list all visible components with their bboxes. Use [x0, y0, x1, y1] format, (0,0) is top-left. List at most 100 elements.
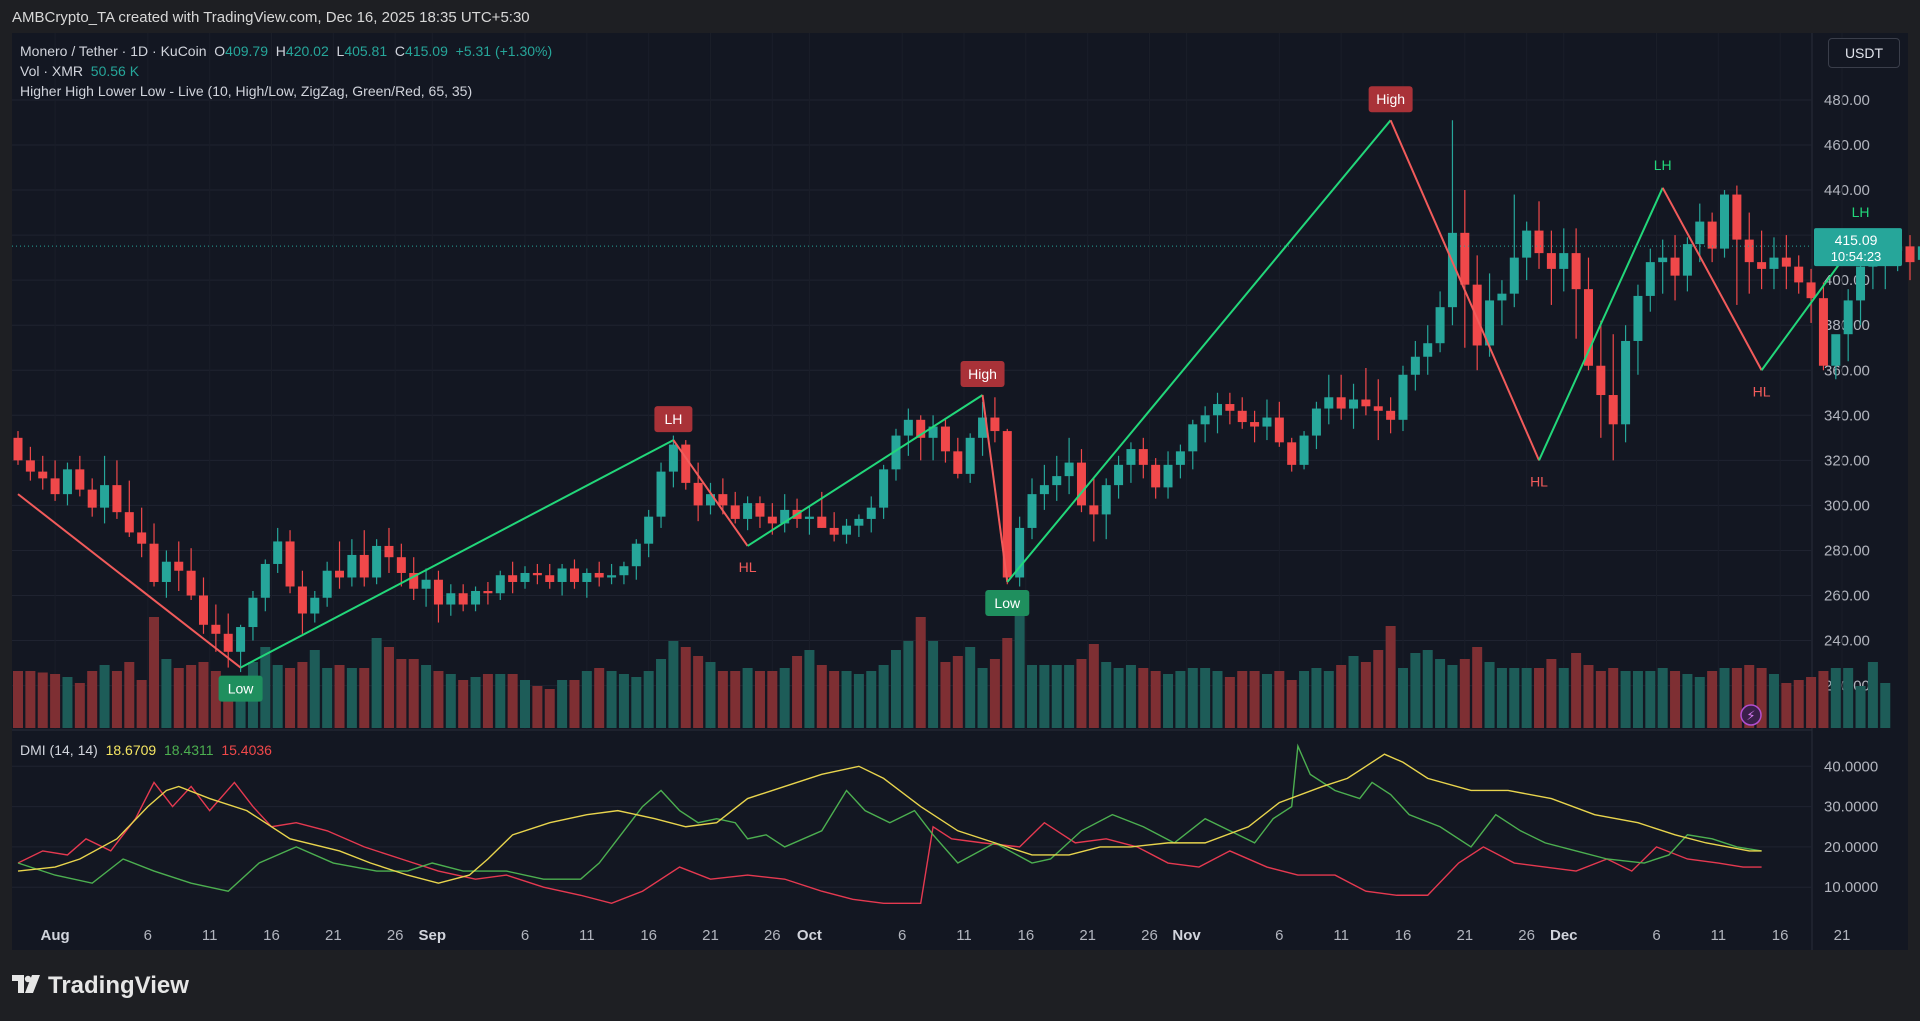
- time-tick-label: Nov: [1172, 927, 1201, 944]
- volume-bar: [1583, 665, 1594, 728]
- candle-body: [1806, 282, 1816, 299]
- candle-body: [1856, 266, 1866, 301]
- candle-body: [532, 572, 542, 576]
- zigzag-label: LH: [1852, 204, 1870, 220]
- candle-body: [174, 561, 184, 571]
- candle-body: [446, 593, 456, 605]
- indicator-label: Higher High Lower Low - Live (10, High/L…: [20, 83, 473, 99]
- candle-body: [1818, 298, 1828, 366]
- candle-body: [681, 444, 691, 483]
- lightning-icon: [1740, 704, 1762, 726]
- candle-body: [273, 541, 283, 564]
- time-tick-label: 21: [325, 927, 342, 944]
- volume-bar: [606, 671, 617, 728]
- price-tick-label: 340.00: [1824, 407, 1870, 424]
- volume-bar: [544, 689, 555, 728]
- tradingview-logo-icon: [12, 975, 40, 993]
- volume-bar: [149, 617, 160, 728]
- volume-bar: [1076, 659, 1087, 728]
- zigzag-segment: [981, 394, 1009, 583]
- volume-value: 50.56 K: [90, 63, 140, 79]
- candle-body: [1225, 404, 1235, 411]
- time-tick-label: Aug: [41, 927, 70, 944]
- volume-bar: [1546, 659, 1557, 728]
- candle-body: [1386, 410, 1396, 420]
- volume-bar: [1818, 671, 1829, 728]
- price-tick-label: 300.00: [1824, 497, 1870, 514]
- volume-bar: [371, 638, 382, 728]
- high-value: 420.02: [285, 43, 329, 59]
- chart-panel[interactable]: [12, 33, 1908, 950]
- zigzag-label: HL: [1753, 383, 1771, 399]
- candle-body: [1250, 422, 1260, 427]
- candle-body: [1052, 476, 1062, 486]
- open-label: O: [214, 43, 226, 59]
- volume-bar: [816, 665, 827, 728]
- time-tick-label: 26: [387, 927, 404, 944]
- zigzag-label: LH: [1654, 157, 1672, 173]
- volume-bar: [13, 671, 23, 728]
- volume-bar: [1113, 668, 1124, 728]
- candle-body: [990, 417, 1000, 432]
- candle-body: [186, 570, 196, 596]
- volume-bar: [841, 671, 852, 728]
- volume-label[interactable]: Vol · XMR: [20, 63, 84, 79]
- candle-body: [1497, 293, 1507, 301]
- candle-body: [965, 437, 975, 474]
- dmi-minus-line: [17, 781, 1762, 905]
- volume-bar: [656, 659, 667, 728]
- candle-body: [1917, 246, 1920, 260]
- volume-bar: [1571, 653, 1582, 728]
- symbol-name[interactable]: Monero / Tether · 1D · KuCoin: [20, 43, 207, 59]
- volume-bar: [1521, 668, 1532, 728]
- candle-body: [891, 435, 901, 470]
- volume-bar: [482, 674, 493, 728]
- time-tick-label: 16: [1017, 927, 1034, 944]
- candle-body: [755, 503, 765, 517]
- volume-bar: [1299, 671, 1310, 728]
- candle-body: [198, 595, 208, 625]
- volume-bar: [1187, 668, 1198, 728]
- price-tick-label: 360.00: [1824, 362, 1870, 379]
- candle-body: [285, 541, 295, 587]
- volume-bar: [1496, 668, 1507, 728]
- volume-bar: [1682, 674, 1693, 728]
- candle-body: [223, 633, 233, 652]
- currency-button[interactable]: USDT: [1828, 38, 1900, 68]
- candle-body: [1794, 266, 1804, 283]
- candle-body: [1695, 221, 1705, 245]
- candle-body: [421, 579, 431, 589]
- volume-bar: [1163, 674, 1174, 728]
- candle-body: [842, 525, 852, 535]
- time-tick-label: 26: [764, 927, 781, 944]
- zigzag-label: HL: [1530, 473, 1548, 489]
- candle-body: [384, 545, 394, 558]
- candle-body: [545, 575, 555, 582]
- volume-bar: [705, 662, 716, 728]
- candle-body: [644, 516, 654, 544]
- volume-bar: [1064, 665, 1075, 728]
- zigzag-label-box: [218, 675, 263, 702]
- volume-bar: [359, 668, 370, 728]
- volume-bar: [223, 680, 234, 728]
- volume-bar: [1670, 671, 1681, 728]
- volume-bar: [1632, 671, 1643, 728]
- volume-bar: [1200, 668, 1211, 728]
- volume-bar: [173, 668, 184, 728]
- close-value: 415.09: [405, 43, 448, 59]
- volume-bar: [470, 677, 481, 728]
- price-tick-label: 280.00: [1824, 542, 1870, 559]
- time-tick-label: 11: [579, 927, 595, 944]
- dmi-legend[interactable]: DMI (14, 14) 18.6709 18.4311 15.4036: [20, 742, 272, 758]
- candle-body: [137, 532, 147, 544]
- indicator-legend[interactable]: Higher High Lower Low - Live (10, High/L…: [20, 83, 472, 99]
- volume-bar: [594, 668, 605, 728]
- time-tick-label: 6: [1652, 927, 1660, 944]
- volume-bar: [890, 650, 901, 728]
- time-tick-label: 11: [1711, 927, 1727, 944]
- credit-text: AMBCrypto_TA created with TradingView.co…: [12, 9, 530, 26]
- tradingview-logo[interactable]: TradingView: [12, 972, 412, 1004]
- time-tick-label: 6: [521, 927, 529, 944]
- candle-body: [743, 503, 753, 519]
